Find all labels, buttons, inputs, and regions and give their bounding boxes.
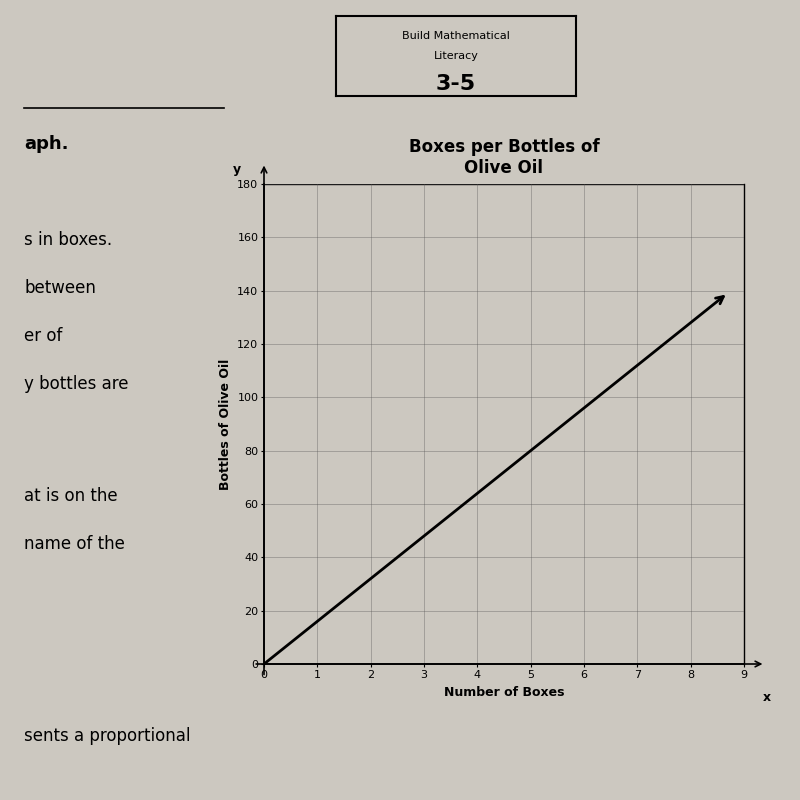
Text: y: y: [234, 163, 242, 176]
Title: Boxes per Bottles of
Olive Oil: Boxes per Bottles of Olive Oil: [409, 138, 599, 177]
Text: s in boxes.: s in boxes.: [24, 231, 112, 249]
Text: Build Mathematical: Build Mathematical: [402, 31, 510, 41]
Text: Literacy: Literacy: [434, 51, 478, 61]
X-axis label: Number of Boxes: Number of Boxes: [444, 686, 564, 699]
Text: at is on the: at is on the: [24, 487, 118, 505]
Text: 3-5: 3-5: [436, 74, 476, 94]
Text: between: between: [24, 279, 96, 297]
Text: x: x: [762, 690, 770, 704]
Y-axis label: Bottles of Olive Oil: Bottles of Olive Oil: [218, 358, 232, 490]
Text: aph.: aph.: [24, 135, 69, 153]
Text: y bottles are: y bottles are: [24, 375, 129, 393]
Text: er of: er of: [24, 327, 62, 345]
Text: name of the: name of the: [24, 535, 125, 553]
Text: sents a proportional: sents a proportional: [24, 727, 190, 745]
